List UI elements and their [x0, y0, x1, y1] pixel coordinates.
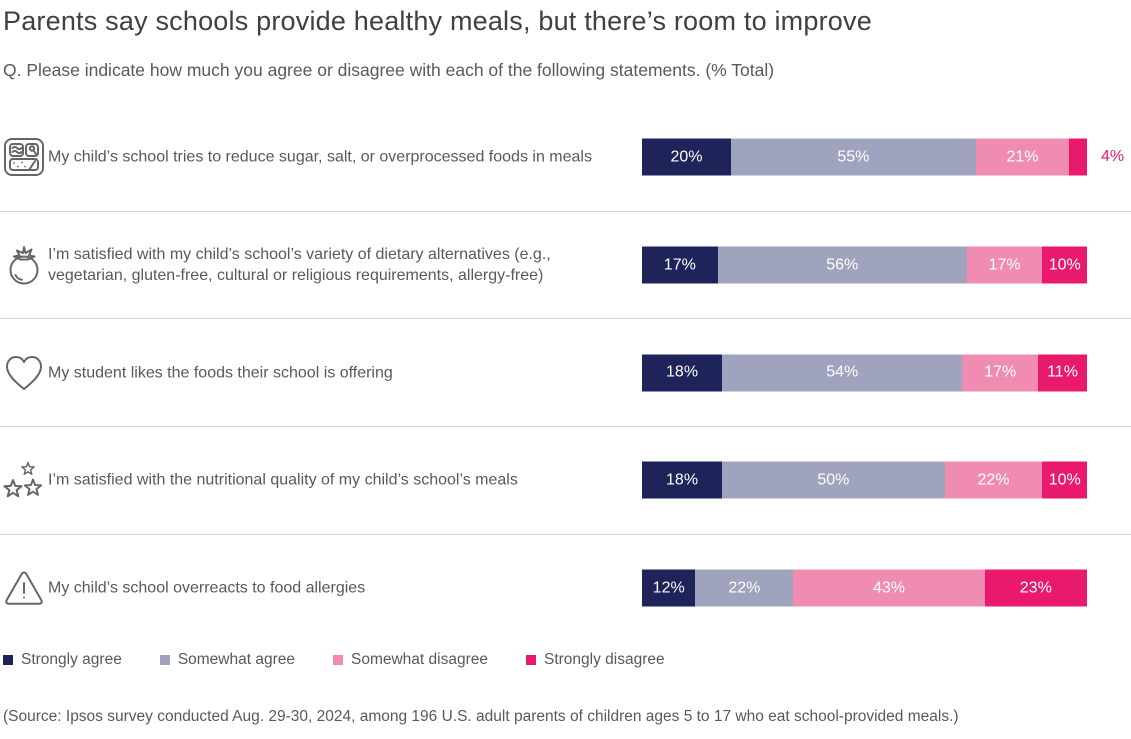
three-stars-icon [2, 458, 46, 502]
legend-swatch [159, 655, 170, 665]
warning-triangle-icon [2, 566, 46, 610]
page-title: Parents say schools provide healthy meal… [3, 6, 872, 36]
legend-label: Strongly disagree [544, 651, 665, 668]
source-note: (Source: Ipsos survey conducted Aug. 29-… [3, 708, 959, 725]
bar-segment: 50% [722, 461, 945, 499]
bar-segment: 23% [984, 569, 1087, 607]
chart-row: My child’s school tries to reduce sugar,… [0, 104, 1131, 212]
question-text: Q. Please indicate how much you agree or… [3, 60, 775, 80]
bar-segment: 55% [731, 138, 976, 176]
bar-segment: 17% [642, 246, 718, 284]
stacked-bar: 17% 56% 17% 10% [642, 246, 1087, 284]
chart-row: I’m satisfied with my child’s school’s v… [0, 212, 1131, 320]
chart-row: My child’s school overreacts to food all… [0, 535, 1131, 642]
bar-segment: 11% [1038, 354, 1087, 392]
bar-segment: 56% [717, 246, 967, 284]
bar-segment: 12% [642, 569, 696, 607]
heart-icon [2, 351, 46, 395]
tomato-icon [2, 243, 46, 287]
statement-label: My child’s school overreacts to food all… [48, 579, 366, 597]
bar-segment: 10% [1042, 246, 1087, 284]
bar-segment: 22% [695, 569, 794, 607]
bar-segment: 43% [793, 569, 985, 607]
bar-segment: 18% [642, 354, 723, 392]
statement-label: My student likes the foods their school … [48, 364, 393, 382]
statement-label: I’m satisfied with the nutritional quali… [48, 471, 518, 489]
legend-item: Somewhat disagree [333, 651, 488, 669]
stacked-bar: 18% 54% 17% 11% [642, 354, 1087, 392]
statement-label: My child’s school tries to reduce sugar,… [48, 148, 592, 166]
bar-segment: 18% [642, 461, 723, 499]
legend-label: Somewhat agree [177, 651, 295, 668]
chart-row: I’m satisfied with the nutritional quali… [0, 427, 1131, 535]
bar-segment: 21% [975, 138, 1070, 176]
bar-segment: 17% [966, 246, 1043, 284]
outside-value-label: 4% [1101, 148, 1125, 166]
stacked-bar: 12% 22% 43% 23% [642, 569, 1087, 607]
legend-item: Somewhat agree [159, 651, 295, 669]
bar-segment: 10% [1042, 461, 1087, 499]
bar-segment: 20% [642, 138, 731, 176]
chart-rows: My child’s school tries to reduce sugar,… [0, 104, 1131, 641]
legend-swatch [526, 655, 536, 665]
legend-item: Strongly agree [3, 651, 122, 669]
stacked-bar: 18% 50% 22% 10% [642, 461, 1087, 499]
bar-segment: 17% [962, 354, 1039, 392]
statement-label: I’m satisfied with my child’s school’s v… [48, 246, 551, 285]
legend: Strongly agree Somewhat agree Somewhat dis… [3, 651, 665, 669]
stacked-bar: 20% 55% 21% [642, 138, 1087, 176]
legend-item: Strongly disagree [526, 651, 665, 669]
legend-swatch [333, 655, 343, 665]
legend-swatch [3, 655, 13, 665]
bar-segment: 54% [722, 354, 963, 392]
legend-label: Strongly agree [21, 651, 122, 668]
chart-row: My student likes the foods their school … [0, 319, 1131, 428]
bar-segment: 22% [944, 461, 1043, 499]
meal-tray-icon [2, 135, 46, 179]
bar-segment [1069, 138, 1087, 176]
legend-label: Somewhat disagree [351, 651, 488, 668]
